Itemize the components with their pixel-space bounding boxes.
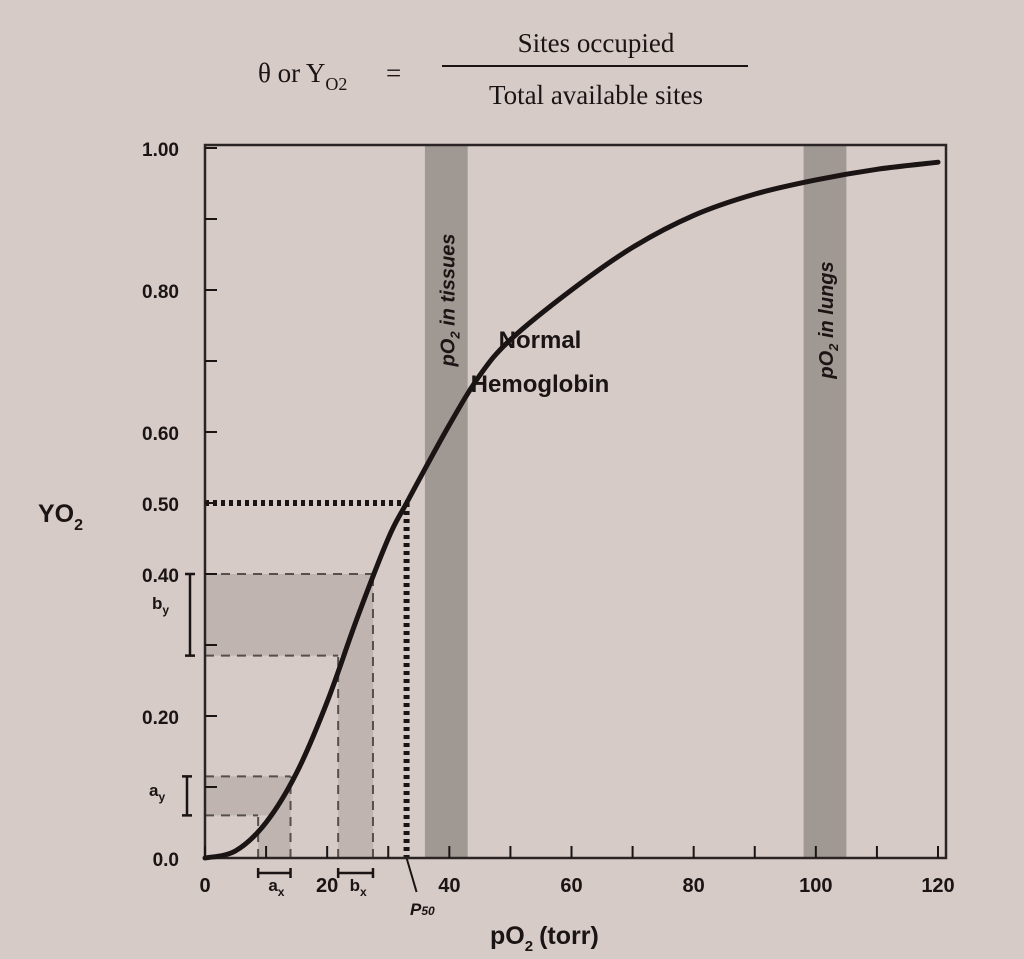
equation-lhs: θ or Y xyxy=(258,58,325,88)
x-tick-label: 20 xyxy=(316,875,338,897)
y-tick-label: 0.50 xyxy=(142,495,179,516)
y-tick-label: 0.0 xyxy=(153,850,179,871)
equation-lhs-sub: O2 xyxy=(325,74,347,94)
x-tick-label: 100 xyxy=(799,875,832,897)
plot-frame xyxy=(203,143,948,860)
band-1 xyxy=(803,146,847,858)
band-label-0: pO2 in tissues xyxy=(437,234,462,368)
band-label-1: pO2 in lungs xyxy=(816,261,841,379)
y-interval-bracket-1 xyxy=(185,572,195,657)
x-interval-label-1: bx xyxy=(350,876,367,899)
interval-y-shade-1 xyxy=(205,574,375,656)
x-interval-bracket-1 xyxy=(336,868,375,878)
y-interval-label-1: by xyxy=(152,594,169,617)
equation-numerator: Sites occupied xyxy=(518,28,675,58)
y-tick-label: 0.80 xyxy=(142,282,179,303)
y-axis-label: YO2 xyxy=(38,500,83,534)
x-interval-bracket-0 xyxy=(256,868,292,878)
x-tick-label: 40 xyxy=(438,875,460,897)
oxygen-binding-curve xyxy=(202,159,941,861)
curve-label-line1: Normal xyxy=(499,327,582,354)
x-tick-label: 80 xyxy=(683,875,705,897)
y-tick-label: 0.40 xyxy=(142,566,179,587)
y-tick-label: 0.20 xyxy=(142,708,179,729)
equation-denominator: Total available sites xyxy=(489,80,703,110)
y-interval-bracket-0 xyxy=(182,775,192,817)
p50-label: P50 xyxy=(410,900,435,919)
interval-x-shade-1 xyxy=(338,577,373,858)
y-tick-label: 1.00 xyxy=(142,140,179,161)
interval-y-shade-0 xyxy=(205,776,295,816)
svg-text:θ or YO2: θ or YO2 xyxy=(258,58,347,94)
x-interval-label-0: ax xyxy=(268,876,284,899)
curve-label-line2: Hemoglobin xyxy=(471,371,610,398)
y-tick-label: 0.60 xyxy=(142,424,179,445)
header-equation: θ or YO2 = Sites occupied Total availabl… xyxy=(258,28,748,110)
x-tick-label: 0 xyxy=(199,875,210,897)
y-interval-label-0: ay xyxy=(149,781,165,804)
x-tick-label: 60 xyxy=(560,875,582,897)
p50-leader-line xyxy=(405,857,418,893)
x-tick-label: 120 xyxy=(921,875,954,897)
x-axis-label: pO2 (torr) xyxy=(490,922,599,955)
band-0 xyxy=(424,146,468,858)
equation-equals: = xyxy=(386,58,401,88)
